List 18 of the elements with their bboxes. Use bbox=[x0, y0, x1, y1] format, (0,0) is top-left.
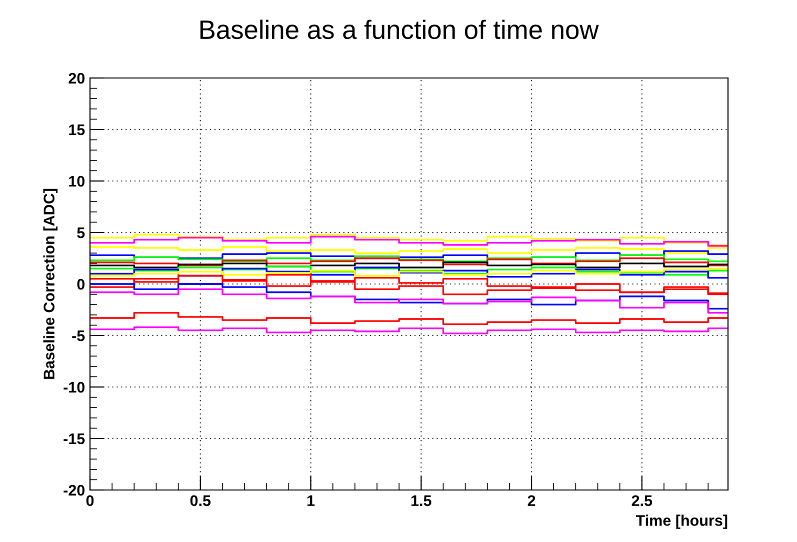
y-tick-label: 20 bbox=[68, 72, 85, 84]
y-tick-label: -20 bbox=[64, 484, 85, 496]
y-tick-label: 5 bbox=[77, 228, 85, 238]
y-tick-label: 15 bbox=[69, 124, 85, 136]
x-tick-label: 2 bbox=[528, 495, 536, 506]
y-tick-label: 0 bbox=[77, 278, 85, 290]
chart-title: Baseline as a function of time now bbox=[200, 20, 599, 40]
x-tick-label: 1.5 bbox=[411, 495, 432, 506]
x-tick-label: 1 bbox=[307, 495, 315, 506]
y-tick-label: 10 bbox=[69, 176, 85, 187]
y-tick-label: -15 bbox=[64, 434, 85, 444]
x-tick-label: 0.5 bbox=[190, 495, 211, 506]
y-tick-label: -5 bbox=[72, 330, 85, 342]
x-tick-label: 2.5 bbox=[632, 495, 652, 506]
y-axis-title: Baseline Correction [ADC] bbox=[43, 188, 58, 379]
x-tick-label: 0 bbox=[86, 495, 94, 506]
x-axis-title: Time [hours] bbox=[636, 514, 728, 529]
y-tick-label: -10 bbox=[64, 382, 85, 393]
